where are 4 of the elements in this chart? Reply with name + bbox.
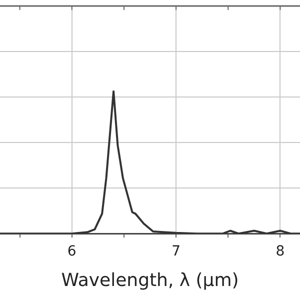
x-tick-label: 6 [67,244,76,260]
x-tick-label: 8 [276,244,285,260]
x-axis-title: Wavelength, λ (µm) [61,270,239,291]
x-tick-label: 7 [172,244,181,260]
